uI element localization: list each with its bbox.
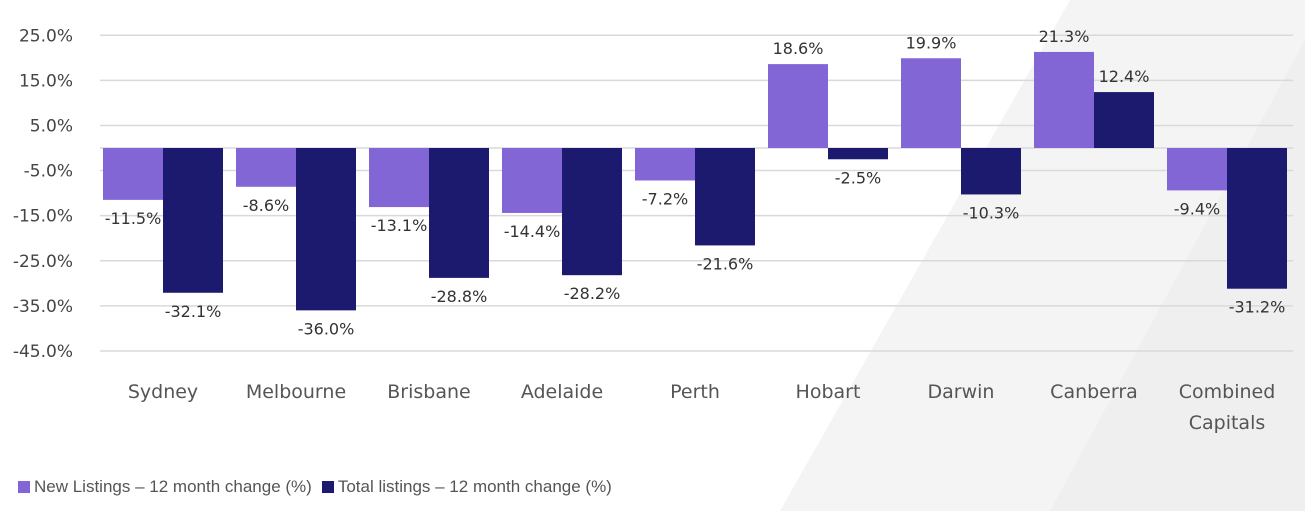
bar-new-listings: [369, 148, 429, 208]
x-tick-label: Combined: [1179, 381, 1276, 403]
data-label: 21.3%: [1039, 27, 1090, 46]
x-tick-label: Perth: [670, 381, 720, 403]
x-tick-label: Sydney: [128, 381, 198, 403]
y-tick-label: -35.0%: [13, 297, 73, 317]
legend-item-new-listings: New Listings – 12 month change (%): [18, 477, 312, 497]
data-label: -11.5%: [105, 209, 162, 228]
x-tick-label: Darwin: [928, 381, 995, 403]
x-tick-label: Hobart: [796, 381, 861, 403]
x-tick-label: Capitals: [1189, 412, 1266, 434]
bar-chart: 25.0% 15.0% 5.0% -5.0% -15.0% -25.0% -35.0% -45…: [13, 26, 1293, 434]
bar-new-listings: [901, 58, 961, 148]
data-label: 19.9%: [906, 33, 957, 52]
y-tick-label: -25.0%: [13, 252, 73, 272]
data-label: -28.2%: [564, 284, 621, 303]
y-tick-label: 15.0%: [19, 71, 73, 91]
data-label: -28.8%: [431, 287, 488, 306]
bar-new-listings: [502, 148, 562, 213]
bar-total-listings: [296, 148, 356, 311]
data-label: -36.0%: [298, 319, 355, 338]
data-label: -14.4%: [504, 222, 561, 241]
legend-swatch-total-listings: [321, 481, 334, 493]
bar-total-listings: [695, 148, 755, 246]
x-tick-label: Adelaide: [521, 381, 603, 403]
bar-total-listings: [163, 148, 223, 293]
data-label: -21.6%: [697, 254, 754, 273]
y-tick-label: 25.0%: [19, 26, 73, 46]
data-label: 12.4%: [1099, 67, 1150, 86]
x-tick-label: Brisbane: [387, 381, 470, 403]
bar-total-listings: [1227, 148, 1287, 289]
y-tick-label: -15.0%: [13, 207, 73, 227]
bar-total-listings: [429, 148, 489, 278]
bar-total-listings: [1094, 92, 1154, 148]
data-label: -32.1%: [165, 302, 222, 321]
x-tick-label: Melbourne: [246, 381, 346, 403]
legend-swatch-new-listings: [18, 481, 30, 493]
data-label: -7.2%: [642, 189, 688, 208]
bar-new-listings: [236, 148, 296, 187]
bar-total-listings: [562, 148, 622, 276]
data-label: -2.5%: [835, 168, 881, 187]
x-tick-label: Canberra: [1050, 381, 1138, 403]
data-label: -31.2%: [1229, 298, 1286, 317]
legend-label-new-listings: New Listings – 12 month change (%): [34, 477, 312, 496]
bar-total-listings: [828, 148, 888, 160]
data-label: -10.3%: [963, 203, 1020, 222]
y-tick-label: 5.0%: [30, 116, 73, 136]
data-label: -13.1%: [371, 216, 428, 235]
data-label: -9.4%: [1174, 199, 1220, 218]
data-label: -8.6%: [243, 196, 289, 215]
bar-new-listings: [103, 148, 163, 200]
legend: New Listings – 12 month change (%) Total…: [18, 477, 618, 497]
legend-item-total-listings: Total listings – 12 month change (%): [321, 477, 612, 497]
bar-new-listings: [1167, 148, 1227, 191]
bar-new-listings: [635, 148, 695, 181]
data-label: 18.6%: [773, 39, 824, 58]
y-tick-label: -45.0%: [13, 342, 73, 362]
bar-total-listings: [961, 148, 1021, 195]
bar-new-listings: [1034, 51, 1094, 149]
y-tick-label: -5.0%: [24, 162, 73, 182]
legend-label-total-listings: Total listings – 12 month change (%): [337, 477, 612, 496]
bar-new-listings: [768, 64, 828, 148]
